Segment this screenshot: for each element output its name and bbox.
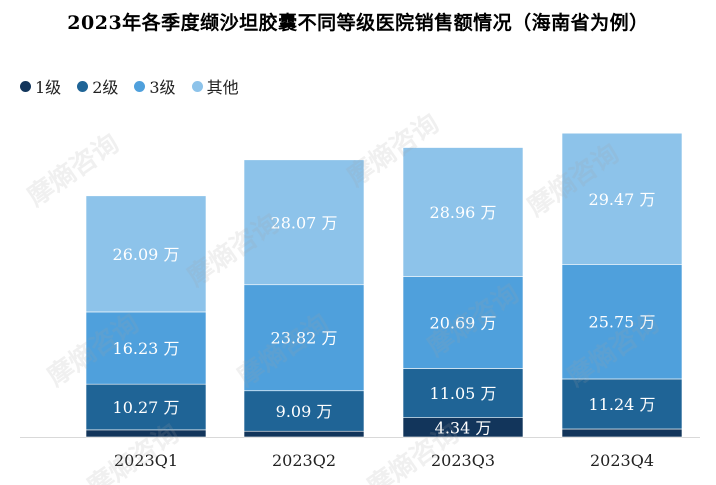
bar-segment [561, 132, 683, 265]
bar-segment [243, 284, 365, 392]
legend-marker [134, 80, 146, 92]
data-label: 10.27 万 [113, 398, 180, 417]
legend-label: 3级 [149, 78, 176, 97]
chart-title: 2023年各季度缬沙坦胶囊不同等级医院销售额情况（海南省为例） [67, 12, 649, 34]
legend: 1级 2级 3级 其他 [20, 74, 239, 98]
data-label: 29.47 万 [589, 190, 656, 209]
data-label: 23.82 万 [271, 329, 338, 348]
legend-marker [191, 80, 203, 92]
legend-label: 1级 [35, 78, 62, 97]
bar-segment [243, 390, 365, 432]
legend-item: 3级 [134, 74, 176, 98]
legend-marker [20, 80, 31, 92]
bar-segment [402, 276, 524, 369]
legend-item: 1级 [20, 74, 61, 98]
bar-segment [402, 147, 524, 277]
data-label: 28.07 万 [271, 213, 338, 232]
data-label: 28.96 万 [430, 203, 497, 222]
data-label: 25.75 万 [589, 313, 656, 332]
bar-segment [561, 428, 683, 438]
bar-segment [402, 368, 524, 418]
bar-segment [85, 195, 207, 313]
bar-segment [561, 378, 683, 430]
bar-segment [85, 429, 207, 438]
x-tick-label: 2023Q1 [114, 451, 178, 470]
legend-item: 2级 [77, 74, 118, 98]
data-label: 11.24 万 [589, 395, 656, 414]
x-tick-label: 2023Q3 [431, 451, 495, 470]
data-label: 9.09 万 [276, 402, 333, 421]
data-label: 20.69 万 [430, 313, 497, 332]
bar-segment [243, 430, 365, 438]
legend-label: 2级 [92, 78, 119, 97]
bar-segment [243, 159, 365, 286]
data-label: 16.23 万 [113, 339, 180, 358]
data-label: 4.34 万 [435, 418, 492, 437]
data-label: 26.09 万 [113, 245, 180, 264]
legend-marker [77, 80, 89, 92]
bar-segment [85, 311, 207, 385]
x-tick-label: 2023Q4 [590, 451, 654, 470]
data-label: 11.05 万 [430, 384, 497, 403]
x-tick-label: 2023Q2 [272, 451, 336, 470]
bar-segment [85, 383, 207, 431]
legend-label: 其他 [206, 78, 239, 97]
legend-item: 其他 [191, 74, 239, 98]
bar-segment [561, 264, 683, 380]
